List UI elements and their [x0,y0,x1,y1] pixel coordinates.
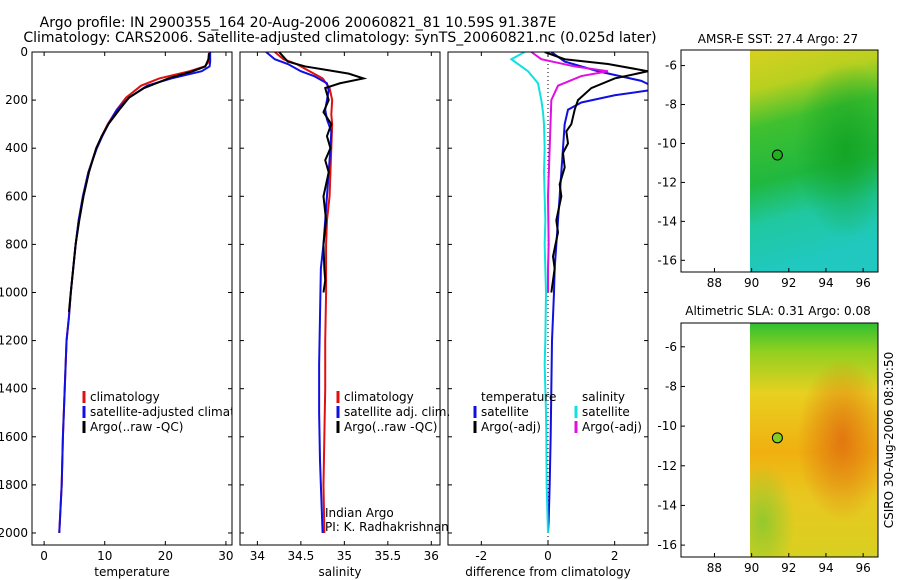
sst-map-x-tick-label: 88 [707,276,722,290]
difference-x-axis-label: difference from climatology [465,565,631,579]
salinity-annotation-line: PI: K. Radhakrishnan [325,520,449,534]
temperature-y-tick-label: 200 [5,93,28,107]
temperature-y-tick-label: 1400 [0,382,28,396]
salinity-legend-item: Argo(..raw -QC) [344,420,437,434]
temperature-panel: 0 10 20 30 0 200 400 600 800 1000 1200 1400 1600 1800… [0,45,268,579]
sla-map-title: Altimetric SLA: 0.31 Argo: 0.08 [685,304,870,318]
difference-x-tick-label: -2 [475,549,487,563]
temperature-y-tick-label: 1000 [0,285,28,299]
temperature-series-argo-raw-qc [67,53,210,312]
temperature-y-tick-label: 2000 [0,526,28,540]
temperature-y-tick-label: 1800 [0,478,28,492]
figure-title-line1: Argo profile: IN 2900355_164 20-Aug-2006… [40,15,557,31]
sla-map: Altimetric SLA: 0.31 Argo: 0.08 88 90 92 94… [657,304,879,575]
sst-map-title: AMSR-E SST: 27.4 Argo: 27 [698,32,858,46]
difference-legend-item: satellite [481,405,529,419]
difference-series-temperature-argo-adj [544,52,648,293]
sla-map-x-tick-label: 94 [818,561,833,575]
sla-map-y-tick-label: -12 [657,459,677,473]
difference-x-tick-label: 2 [611,549,619,563]
sla-map-y-tick-label: -6 [665,340,677,354]
temperature-series-satellite-adjusted-climatology [58,52,212,534]
salinity-x-tick-label: 35 [337,549,352,563]
sst-map-y-tick-label: -12 [657,175,677,189]
difference-series-salinity-argo-adj [530,52,609,293]
difference-legend: temperature salinitysatelliteArgo(-adj)sa… [473,390,642,434]
sst-map-frame [680,49,879,273]
temperature-axes-frame [31,51,233,546]
difference-series-temperature-satellite [547,52,648,534]
sst-map-y-tick-label: -6 [665,59,677,73]
temperature-y-tick-label: 800 [5,237,28,251]
sst-map-x-tick-label: 92 [781,276,796,290]
side-label: CSIRO 30-Aug-2006 08:30:50 [882,352,896,528]
difference-panel: -2 0 2 difference from climatology temperatu… [447,51,649,579]
sla-map-y-tick-label: -8 [665,379,677,393]
temperature-y-tick-label: 400 [5,141,28,155]
difference-axes-frame [447,51,649,546]
difference-legend-item: satellite [582,405,630,419]
sst-map-field [750,50,878,272]
sst-map-y-tick-label: -14 [657,214,677,228]
salinity-axes-frame [239,51,441,546]
temperature-x-tick-label: 10 [97,549,112,563]
sla-map-y-tick-label: -14 [657,498,677,512]
difference-legend-header-temperature: temperature [481,390,556,404]
temperature-y-tick-label: 0 [20,45,28,59]
salinity-legend-item: satellite adj. clim. [344,405,450,419]
temperature-y-tick-label: 1600 [0,430,28,444]
difference-legend-header-salinity: salinity [582,390,625,404]
difference-x-tick-label: 0 [544,549,552,563]
sla-map-x-tick-label: 96 [855,561,870,575]
sla-map-field [750,323,878,557]
salinity-x-axis-label: salinity [318,565,361,579]
salinity-series-climatology [274,52,334,533]
sla-map-y-tick-label: -16 [657,538,677,552]
sla-map-x-tick-label: 92 [781,561,796,575]
salinity-x-tick-label: 35.5 [374,549,401,563]
sla-map-frame [680,322,879,558]
temperature-x-axis-label: temperature [94,565,169,579]
sla-map-x-tick-label: 88 [707,561,722,575]
sst-map-y-tick-label: -8 [665,98,677,112]
temperature-x-tick-label: 20 [158,549,173,563]
sst-map: AMSR-E SST: 27.4 Argo: 27 88 90 92 94 96 -6 -8… [657,32,879,290]
difference-series-salinity-satellite [509,52,549,534]
sst-map-x-tick-label: 96 [855,276,870,290]
temperature-legend-item: Argo(..raw -QC) [90,420,183,434]
salinity-series-argo-raw-qc [278,52,368,293]
temperature-legend-item: satellite-adjusted climatology [90,405,268,419]
salinity-panel: 34 34.5 35 35.5 36 salinity climatologysatelli… [239,51,450,579]
temperature-legend-item: climatology [90,390,160,404]
temperature-x-tick-label: 30 [218,549,233,563]
sst-map-y-tick-label: -10 [657,136,677,150]
salinity-series-satellite-adj-clim [265,52,333,534]
salinity-x-tick-label: 34 [250,549,265,563]
sla-argo-marker [771,432,783,444]
salinity-x-tick-label: 34.5 [288,549,315,563]
temperature-y-tick-label: 1200 [0,334,28,348]
difference-legend-item: Argo(-adj) [582,420,642,434]
temperature-y-tick-label: 600 [5,189,28,203]
salinity-x-tick-label: 36 [424,549,439,563]
difference-legend-item: Argo(-adj) [481,420,541,434]
salinity-legend-item: climatology [344,390,414,404]
salinity-annotation-line: Indian Argo [325,506,394,520]
sla-map-y-tick-label: -10 [657,419,677,433]
temperature-series-climatology [58,52,211,534]
sst-map-y-tick-label: -16 [657,253,677,267]
sst-argo-marker [771,149,783,161]
sla-map-x-tick-label: 90 [744,561,759,575]
temperature-x-tick-label: 0 [40,549,48,563]
sst-map-x-tick-label: 94 [818,276,833,290]
sst-map-x-tick-label: 90 [744,276,759,290]
figure-title-line2: Climatology: CARS2006. Satellite-adjuste… [23,30,656,46]
